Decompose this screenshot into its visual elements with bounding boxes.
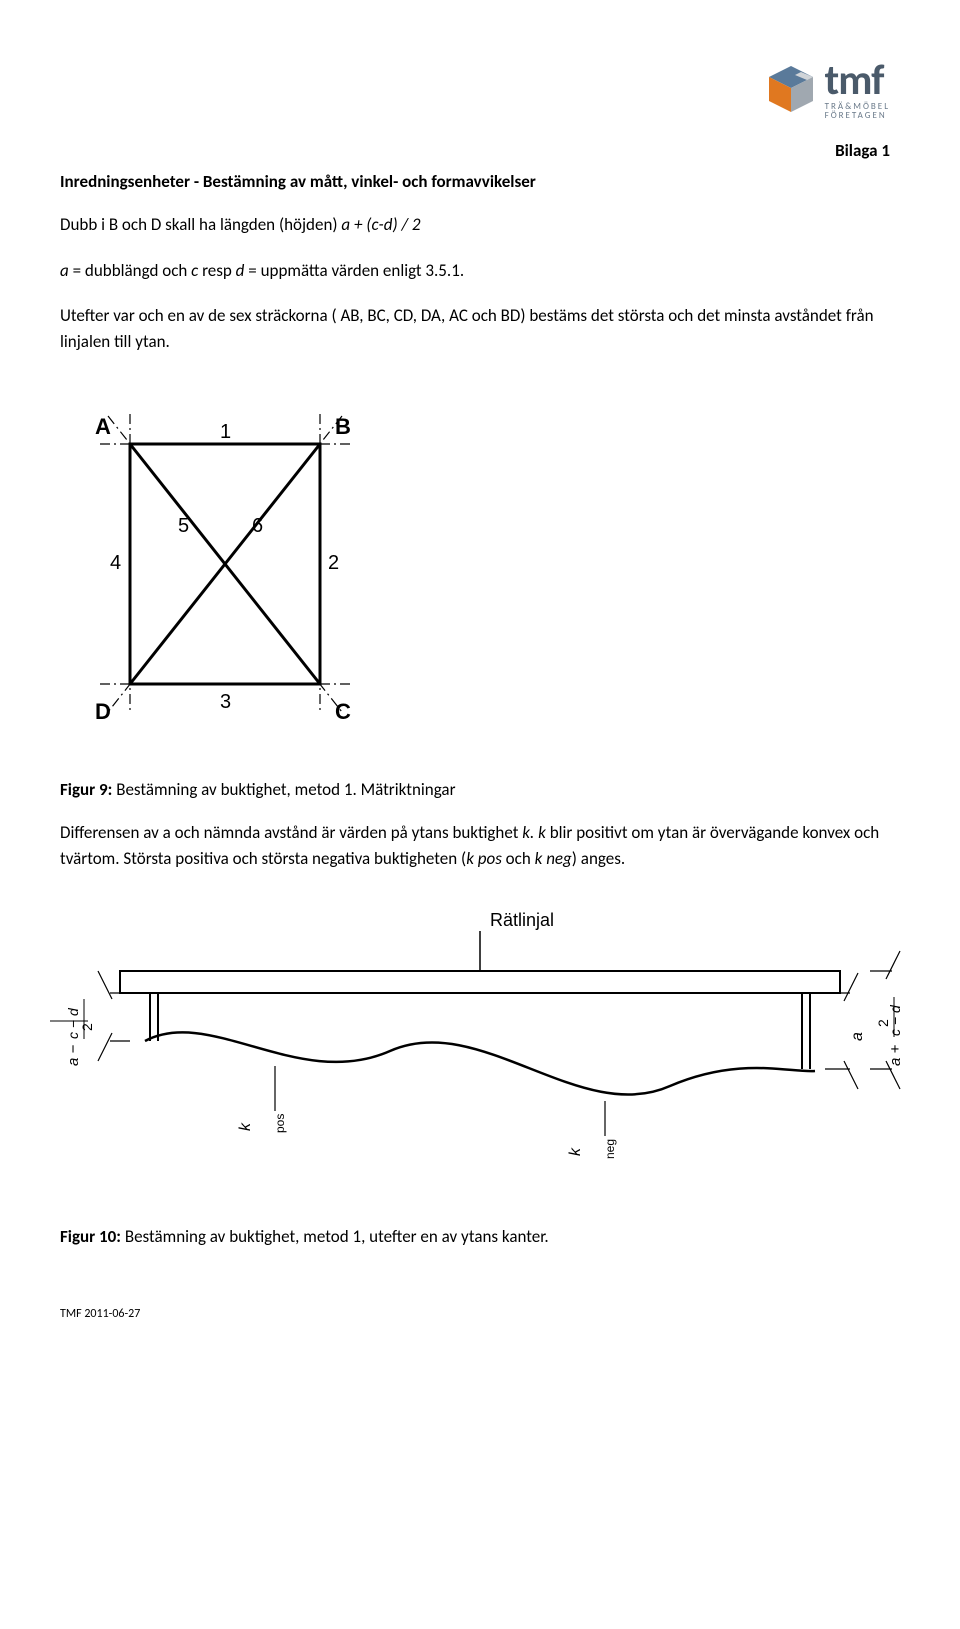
paragraph-4: Differensen av a och nämnda avstånd är v… bbox=[60, 820, 890, 871]
svg-text:k: k bbox=[567, 1147, 584, 1156]
svg-text:pos: pos bbox=[273, 1114, 287, 1133]
svg-text:5: 5 bbox=[178, 515, 189, 537]
figure-10-caption: Figur 10: Bestämning av buktighet, metod… bbox=[60, 1226, 890, 1247]
logo-brand: tmf bbox=[825, 60, 890, 102]
svg-text:k: k bbox=[237, 1122, 254, 1131]
svg-text:a −: a − bbox=[65, 1044, 82, 1066]
p2-mid2: resp bbox=[198, 260, 235, 281]
fig9-label: Figur 9: bbox=[60, 779, 112, 800]
svg-text:A: A bbox=[95, 414, 111, 439]
p4-pre: Differensen av a och nämnda avstånd är v… bbox=[60, 822, 522, 843]
paragraph-3: Utefter var och en av de sex sträckorna … bbox=[60, 303, 890, 354]
svg-text:2: 2 bbox=[875, 1019, 891, 1027]
p4-mid2: och bbox=[502, 848, 535, 869]
svg-text:D: D bbox=[95, 699, 111, 724]
svg-text:2: 2 bbox=[328, 552, 339, 574]
svg-text:Rätlinjal: Rätlinjal bbox=[490, 910, 554, 930]
p1-formula: a + (c-d) / 2 bbox=[341, 214, 420, 235]
figure-9-caption: Figur 9: Bestämning av buktighet, metod … bbox=[60, 779, 890, 800]
figure-10-diagram: Rätlinjal k pos k neg bbox=[50, 901, 890, 1186]
logo: tmf TRÄ&MÖBEL FÖRETAGEN bbox=[763, 60, 890, 120]
logo-line2: FÖRETAGEN bbox=[825, 111, 890, 120]
svg-text:1: 1 bbox=[220, 421, 231, 443]
svg-text:B: B bbox=[335, 414, 351, 439]
p4-kpos: k pos bbox=[466, 848, 502, 869]
svg-text:2: 2 bbox=[79, 1023, 95, 1031]
svg-text:c − d: c − d bbox=[65, 1007, 81, 1039]
svg-text:a: a bbox=[849, 1032, 866, 1041]
header: tmf TRÄ&MÖBEL FÖRETAGEN bbox=[60, 60, 890, 120]
figure-9-diagram: A B C D 1 2 3 4 5 6 bbox=[60, 394, 890, 749]
p2-end: = uppmätta värden enligt 3.5.1. bbox=[244, 260, 464, 281]
svg-text:6: 6 bbox=[252, 515, 263, 537]
footer-date: TMF 2011-06-27 bbox=[60, 1307, 890, 1321]
p1-pre: Dubb i B och D skall ha längden (höjden) bbox=[60, 214, 341, 235]
p4-end: ) anges. bbox=[572, 848, 625, 869]
logo-cube-icon bbox=[763, 62, 819, 118]
paragraph-2: a = dubblängd och c resp d = uppmätta vä… bbox=[60, 258, 890, 284]
fig9-text: Bestämning av buktighet, metod 1. Mätrik… bbox=[112, 779, 455, 800]
svg-text:C: C bbox=[335, 699, 351, 724]
fig10-label: Figur 10: bbox=[60, 1226, 121, 1247]
paragraph-1: Dubb i B och D skall ha längden (höjden)… bbox=[60, 212, 890, 238]
svg-text:a +: a + bbox=[887, 1044, 904, 1066]
p2-mid1: = dubblängd och bbox=[69, 260, 191, 281]
svg-text:4: 4 bbox=[110, 552, 121, 574]
fig10-text: Bestämning av buktighet, metod 1, utefte… bbox=[121, 1226, 549, 1247]
attachment-label: Bilaga 1 bbox=[60, 140, 890, 161]
p2-a: a bbox=[60, 260, 69, 281]
svg-text:neg: neg bbox=[603, 1139, 617, 1159]
p4-k: k. k bbox=[522, 822, 546, 843]
svg-text:3: 3 bbox=[220, 691, 231, 713]
page-title: Inredningsenheter - Bestämning av mått, … bbox=[60, 171, 890, 192]
p4-kneg: k neg bbox=[535, 848, 572, 869]
